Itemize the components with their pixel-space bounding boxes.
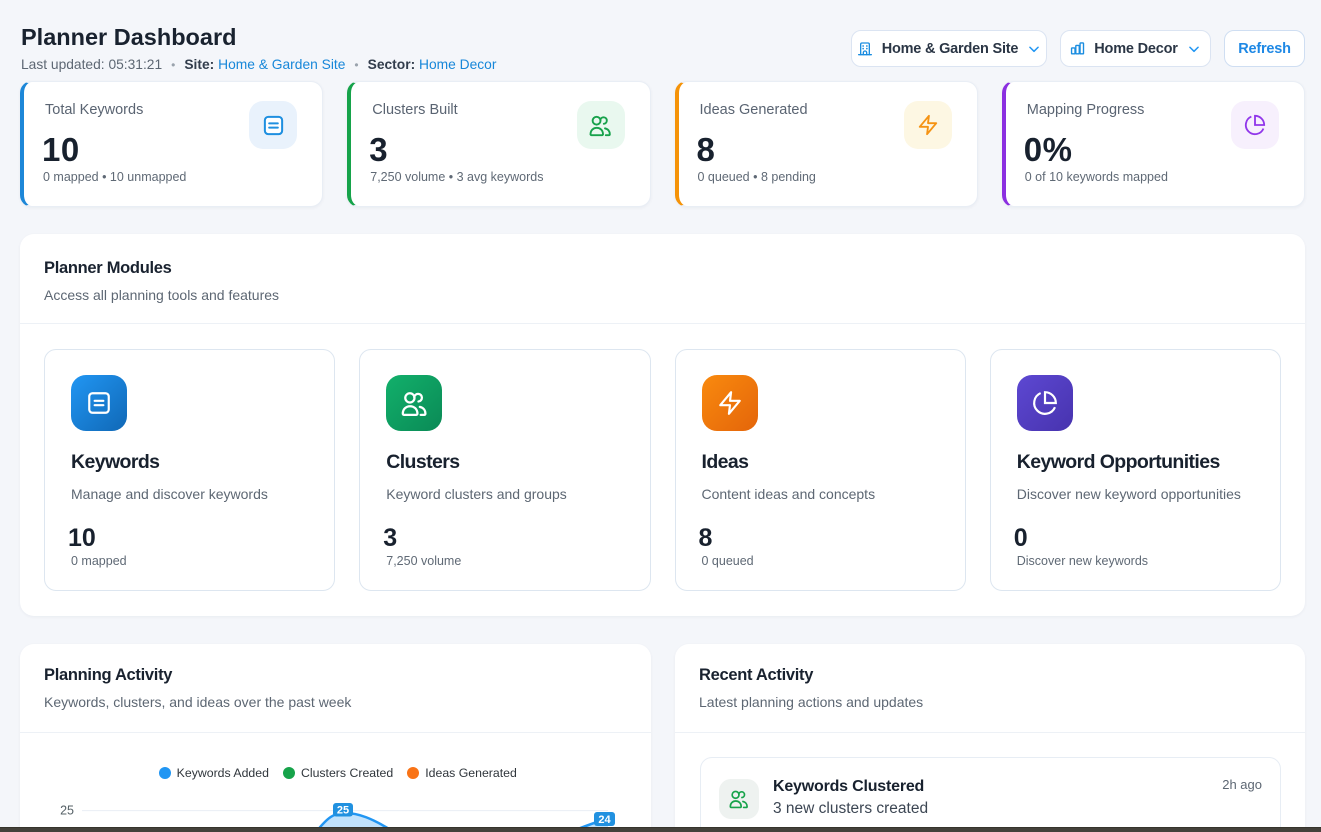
- svg-text:25: 25: [60, 804, 74, 818]
- svg-text:25: 25: [337, 805, 349, 817]
- svg-text:24: 24: [598, 814, 611, 826]
